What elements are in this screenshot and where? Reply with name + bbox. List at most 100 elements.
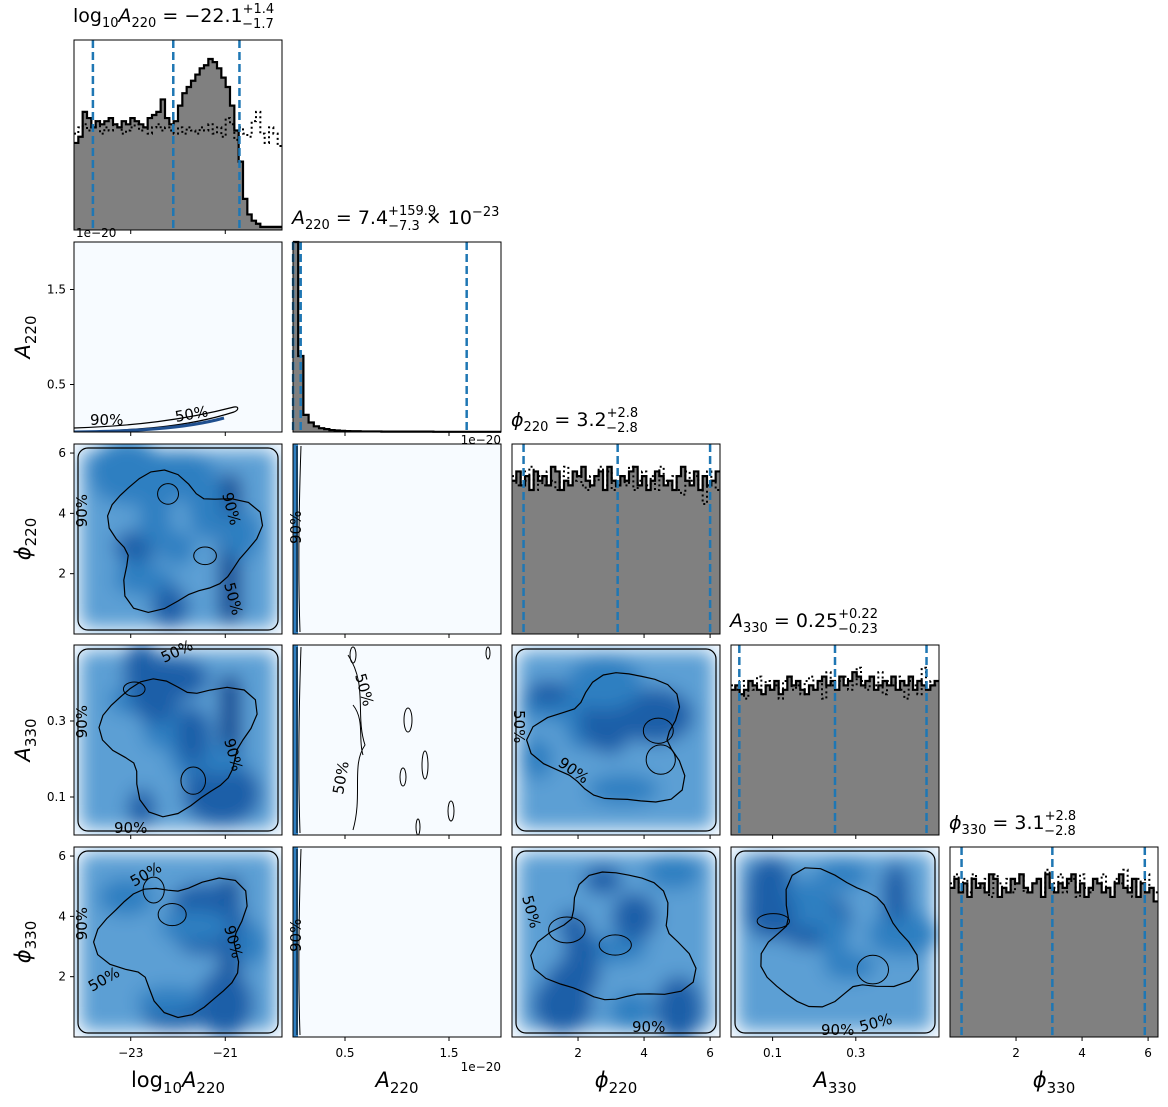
panel-title-3: A330 = 0.25+0.22 −0.23	[728, 607, 878, 637]
density-blob	[587, 774, 659, 805]
label-symbol: ϕ	[11, 546, 35, 560]
density-clip	[74, 444, 282, 634]
x-tick-label: 4	[1078, 1046, 1086, 1060]
title-symbol: A	[728, 610, 743, 632]
label-sub: 330	[22, 718, 40, 747]
title-sup: +1.4	[243, 2, 275, 17]
density-blob	[645, 853, 702, 890]
panel-frame	[73, 39, 283, 231]
density-blob	[182, 761, 261, 827]
title-post: × 10	[420, 207, 472, 229]
contour-50	[106, 469, 264, 614]
density-blob	[609, 991, 653, 1032]
density-clip	[731, 847, 939, 1037]
density-panel-2-0: 90%50%%06	[72, 444, 282, 634]
contour-island	[415, 818, 421, 835]
contour-line	[298, 646, 302, 834]
density-blob	[123, 645, 160, 697]
panel-frames	[73, 39, 1159, 1038]
density-blob	[744, 886, 796, 940]
density-blob	[532, 975, 593, 1035]
x-tick-label: 0.5	[335, 1046, 354, 1060]
y-tick-label: 4	[58, 506, 66, 520]
density-background	[293, 847, 501, 1037]
title-sub: 220	[132, 16, 157, 31]
hist-step-line	[950, 873, 1158, 903]
density-blob	[139, 484, 172, 549]
title-sub: 330	[962, 823, 987, 838]
contour-island	[548, 916, 586, 944]
contour-label: 90%	[632, 1018, 665, 1036]
label-sub: 330	[828, 1079, 857, 1097]
hist-step-line	[74, 57, 282, 228]
x-tick-label: −23	[118, 1046, 143, 1060]
density-blob	[526, 680, 570, 706]
label-symbol: A	[373, 1068, 389, 1092]
density-background	[293, 444, 501, 634]
title-sub: 220	[305, 218, 330, 233]
density-panel-4-2: 50%90%	[512, 847, 720, 1037]
density-background	[74, 242, 282, 432]
panel-frame	[73, 443, 283, 635]
contour-50	[92, 877, 248, 1019]
contour-90	[515, 648, 717, 832]
title-value: = 3.1	[986, 812, 1044, 834]
label-symbol: ϕ	[595, 1068, 609, 1092]
title-sup: +159.9	[388, 204, 436, 219]
y-tick-label: 0.3	[47, 714, 66, 728]
title-sub-err: −2.8	[606, 421, 638, 436]
density-blobs	[737, 853, 939, 1031]
label-sub: 220	[609, 1079, 638, 1097]
y-axis-label: ϕ330	[11, 921, 40, 964]
density-blob	[196, 970, 254, 1037]
panel-frame	[511, 846, 721, 1038]
contour-line	[352, 704, 364, 756]
density-blobs	[518, 853, 714, 1037]
label-symbol: ϕ	[11, 949, 35, 963]
density-blob	[816, 859, 869, 891]
contour-line	[298, 848, 302, 1036]
contour-label: %06	[72, 907, 90, 940]
title-sup: +2.8	[607, 406, 639, 421]
density-edge	[293, 847, 298, 1037]
y-tick-label: 1.5	[47, 283, 66, 297]
contour-label: 50%	[510, 710, 528, 743]
title-sub-err: −1.7	[242, 17, 274, 32]
panel-frame	[292, 241, 502, 433]
density-blobs	[80, 444, 276, 629]
density-blob	[151, 586, 189, 629]
y-axis-label: A220	[11, 315, 40, 360]
density-panel-2-1: 90%	[287, 444, 501, 634]
panel-frame	[292, 644, 502, 836]
density-blobs	[80, 853, 276, 1037]
title-symbol: A	[117, 5, 132, 27]
density-blob	[159, 910, 231, 943]
panel-title-2: ϕ220 = 3.2+2.8 −2.8	[511, 406, 638, 436]
contour-island	[403, 707, 413, 733]
offset-text: 1e−20	[76, 226, 116, 240]
x-tick-label: 0.3	[846, 1046, 865, 1060]
contour-label: 90%	[287, 511, 305, 544]
x-axis-label: ϕ220	[595, 1068, 638, 1097]
panel-frame	[730, 644, 940, 836]
contour-90	[734, 850, 936, 1034]
label-symbol: A	[180, 1068, 196, 1092]
panel-title-0: log10A220 = −22.1+1.4 −1.7	[73, 2, 274, 32]
histogram-0	[74, 40, 282, 230]
density-panel-3-1: 50%50%	[293, 645, 501, 835]
density-blob	[98, 878, 154, 916]
density-clip	[74, 242, 282, 432]
contour-island	[122, 681, 146, 697]
x-axis-label: A330	[811, 1068, 856, 1097]
density-edge	[293, 645, 298, 835]
density-blob	[136, 987, 195, 1015]
title-sub: 330	[743, 621, 768, 636]
hist-fill	[950, 874, 1158, 1037]
density-blob	[175, 705, 211, 765]
x-axis-label: log10A220	[131, 1068, 225, 1097]
title-exp: −23	[472, 205, 499, 220]
contour-label: %06	[72, 705, 90, 738]
density-blob	[188, 472, 225, 540]
density-blob	[583, 864, 623, 895]
